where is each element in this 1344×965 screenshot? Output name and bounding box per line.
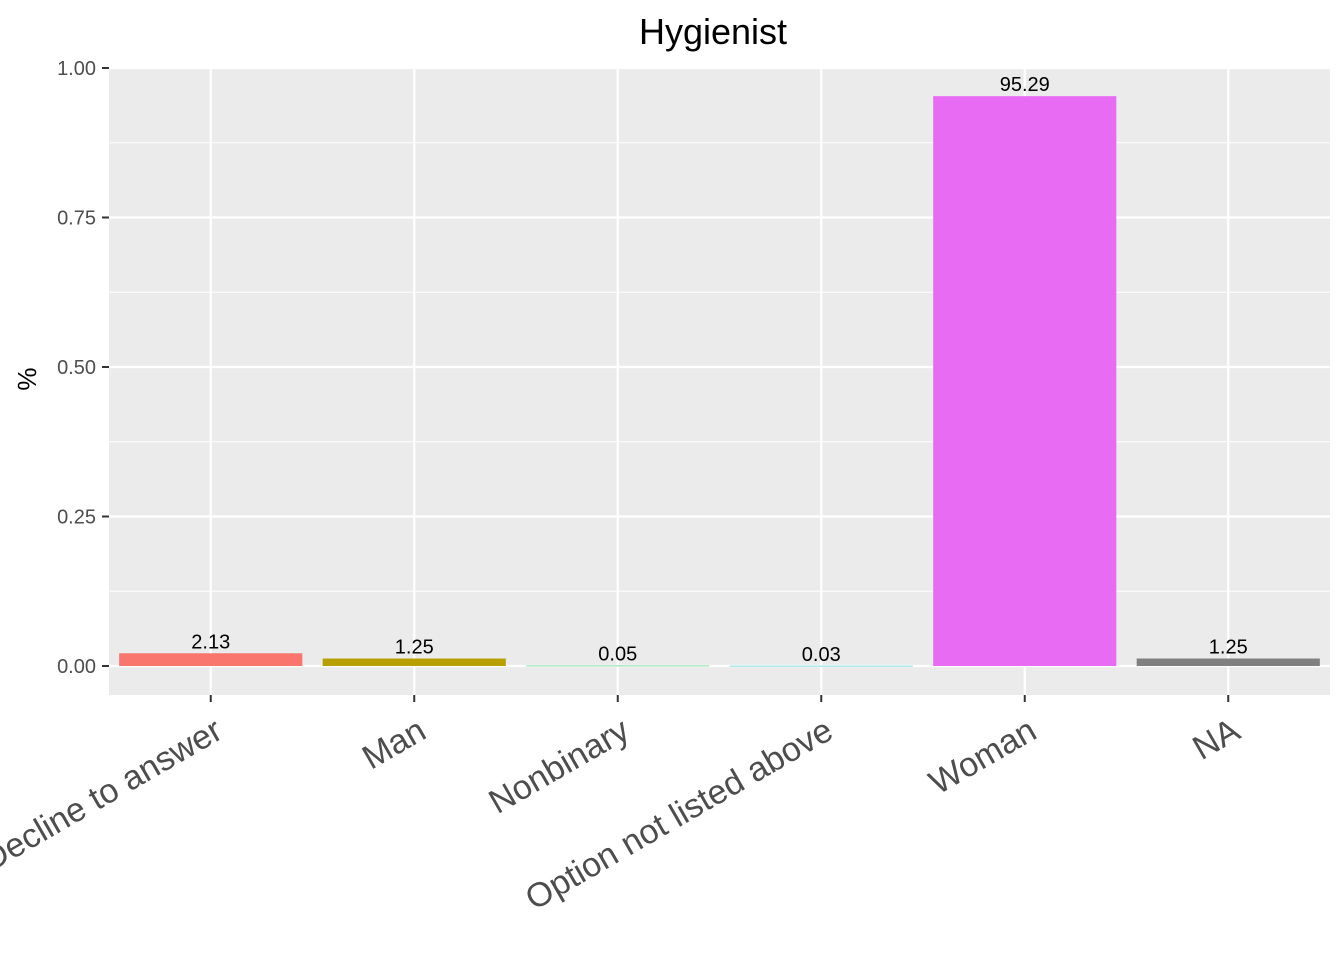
x-tick-label: Decline to answer — [0, 711, 229, 879]
bar-value-label: 95.29 — [1000, 74, 1050, 96]
y-tick-label: 0.00 — [57, 656, 96, 678]
bars — [119, 96, 1320, 667]
bar — [933, 96, 1117, 667]
bar — [526, 665, 710, 667]
bar-value-label: 0.03 — [802, 644, 841, 666]
plot-panel — [109, 68, 1330, 695]
chart-title: Hygienist — [639, 11, 787, 52]
bar-value-label: 1.25 — [395, 637, 434, 659]
data-labels: 2.13 1.25 0.05 0.03 95.29 1.25 — [191, 74, 1247, 666]
y-tick-label: 0.75 — [57, 208, 96, 230]
bar — [119, 653, 303, 666]
bar — [1136, 658, 1320, 666]
x-tick-label: Man — [356, 711, 432, 777]
y-tick-label: 1.00 — [57, 58, 96, 80]
x-tick-label: NA — [1186, 711, 1246, 768]
y-axis-title: % — [12, 367, 42, 390]
y-tick-label: 0.25 — [57, 507, 96, 529]
x-tick-label: Nonbinary — [483, 711, 636, 821]
x-tick-label: Woman — [923, 711, 1043, 802]
bar-value-label: 1.25 — [1209, 637, 1248, 659]
bar-value-label: 0.05 — [598, 644, 637, 666]
bar — [729, 665, 913, 667]
bar-value-label: 2.13 — [191, 631, 230, 653]
bar — [322, 658, 506, 666]
y-tick-label: 0.50 — [57, 357, 96, 379]
